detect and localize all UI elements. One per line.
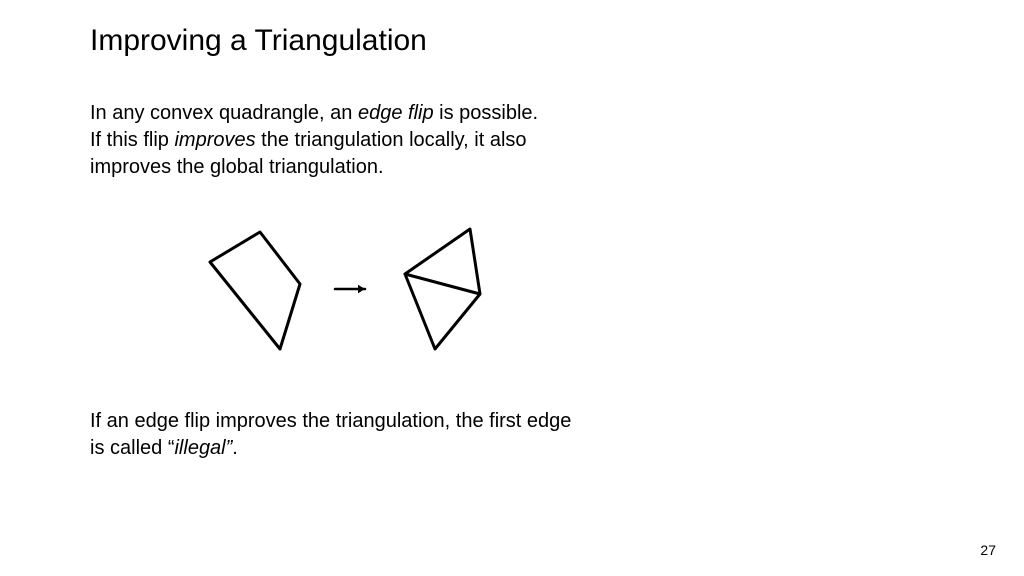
text-run: is called “: [90, 437, 174, 459]
text-run: If an edge flip improves the triangulati…: [90, 410, 571, 432]
text-run: is possible.: [434, 102, 539, 124]
text-run: .: [232, 437, 238, 459]
text-emphasis: improves: [174, 129, 255, 151]
text-run: the triangulation locally, it also: [256, 129, 527, 151]
edge-flip-figure: [180, 214, 540, 374]
slide: Improving a Triangulation In any convex …: [0, 0, 1024, 576]
page-number: 27: [980, 542, 996, 558]
text-run: improves the global triangulation.: [90, 156, 384, 178]
illegal-edge-paragraph: If an edge flip improves the triangulati…: [90, 408, 571, 462]
slide-title: Improving a Triangulation: [90, 24, 427, 58]
text-run: If this flip: [90, 129, 174, 151]
text-emphasis: illegal”: [174, 437, 232, 459]
figure-svg: [180, 214, 540, 374]
intro-paragraph: In any convex quadrangle, an edge flip i…: [90, 100, 538, 181]
text-run: In any convex quadrangle, an: [90, 102, 358, 124]
text-emphasis: edge flip: [358, 102, 434, 124]
